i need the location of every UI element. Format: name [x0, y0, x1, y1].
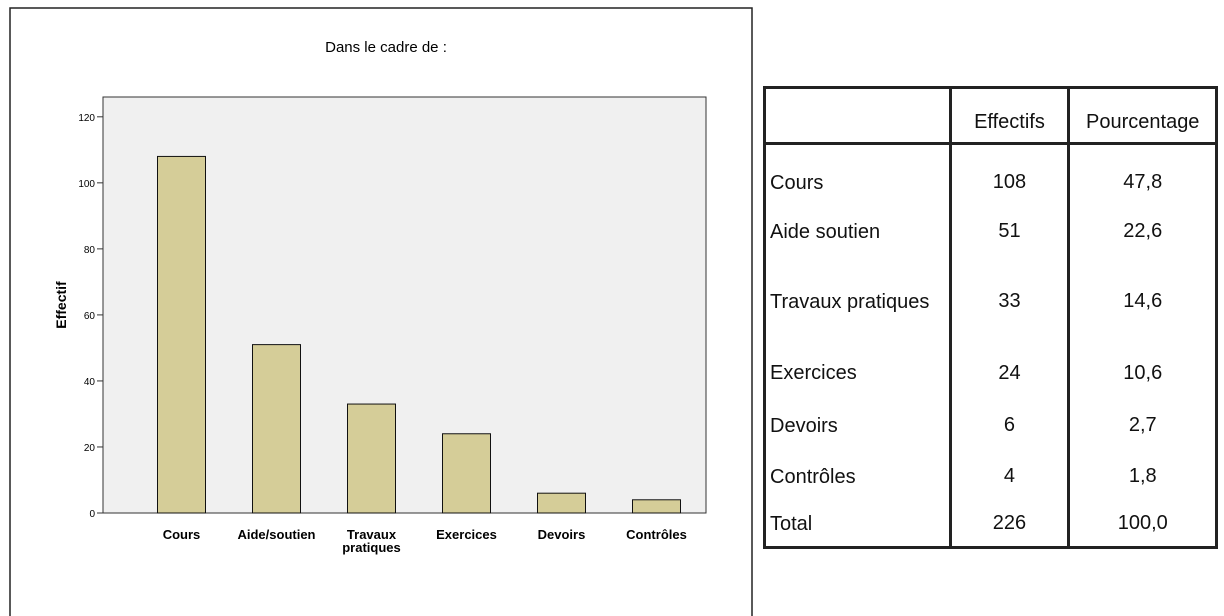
y-tick-label: 60 [84, 311, 96, 322]
y-tick-label: 0 [89, 509, 95, 520]
table-cell: 226 [948, 501, 1069, 547]
table-row: Total 226 100,0 [763, 501, 1217, 547]
bar [537, 492, 586, 514]
chart: Dans le cadre de : Effectif 0 20 40 60 80 100… [9, 7, 753, 616]
bar [442, 433, 491, 514]
table-cell: Total [763, 501, 950, 547]
y-tick-label: 120 [78, 113, 95, 124]
table-cell: Effectifs [948, 87, 1069, 145]
x-tick-label: Contrôles [626, 527, 687, 542]
table-cell: 47,8 [1067, 143, 1217, 207]
table-row: Travaux pratiques 33 14,6 [763, 256, 1217, 347]
table-cell: 6 [948, 399, 1069, 452]
table-cell: 14,6 [1067, 256, 1217, 347]
table-cell: 108 [948, 143, 1069, 207]
y-tick-label: 20 [84, 443, 96, 454]
x-tick-label: Travaux pratiques [342, 527, 401, 555]
chart-title: Dans le cadre de : [325, 39, 447, 56]
table: Effectifs Pourcentage Cours 108 47,8 Aide sou… [763, 86, 1218, 549]
table-cell: Travaux pratiques [763, 256, 950, 347]
table-row: Aide soutien 51 22,6 [763, 206, 1217, 257]
x-tick-label: Exercices [436, 527, 497, 542]
y-tick-label: 40 [84, 377, 96, 388]
x-tick-label: Cours [163, 527, 201, 542]
x-tick-label: Aide/soutien [237, 527, 315, 542]
table-cell: Pourcentage [1067, 87, 1217, 145]
table-cell: 1,8 [1067, 451, 1217, 502]
table-cell [763, 87, 950, 145]
bar [632, 499, 681, 514]
table-cell: 10,6 [1067, 346, 1217, 400]
table-cell: 51 [948, 206, 1069, 257]
table-cell: Aide soutien [763, 206, 950, 257]
table-cell: Exercices [763, 346, 950, 400]
y-tick-label: 100 [78, 179, 95, 190]
table-row: Exercices 24 10,6 [763, 346, 1217, 400]
table-cell: 100,0 [1067, 501, 1217, 547]
bar [252, 344, 301, 514]
bar [157, 155, 206, 514]
table-cell: 2,7 [1067, 399, 1217, 452]
table-cell: 4 [948, 451, 1069, 502]
table-row: Cours 108 47,8 [763, 143, 1217, 207]
bar [347, 403, 396, 514]
table-row: Contrôles 4 1,8 [763, 451, 1217, 502]
table-cell: 22,6 [1067, 206, 1217, 257]
header-row: Effectifs Pourcentage [763, 87, 1217, 145]
table-cell: Devoirs [763, 399, 950, 452]
x-tick-label: Devoirs [538, 527, 586, 542]
table-cell: Cours [763, 143, 950, 207]
y-tick-label: 80 [84, 245, 96, 256]
table-cell: 33 [948, 256, 1069, 347]
table-cell: Contrôles [763, 451, 950, 502]
table-row: Devoirs 6 2,7 [763, 399, 1217, 452]
y-axis-label: Effectif [53, 281, 69, 329]
table-cell: 24 [948, 346, 1069, 400]
